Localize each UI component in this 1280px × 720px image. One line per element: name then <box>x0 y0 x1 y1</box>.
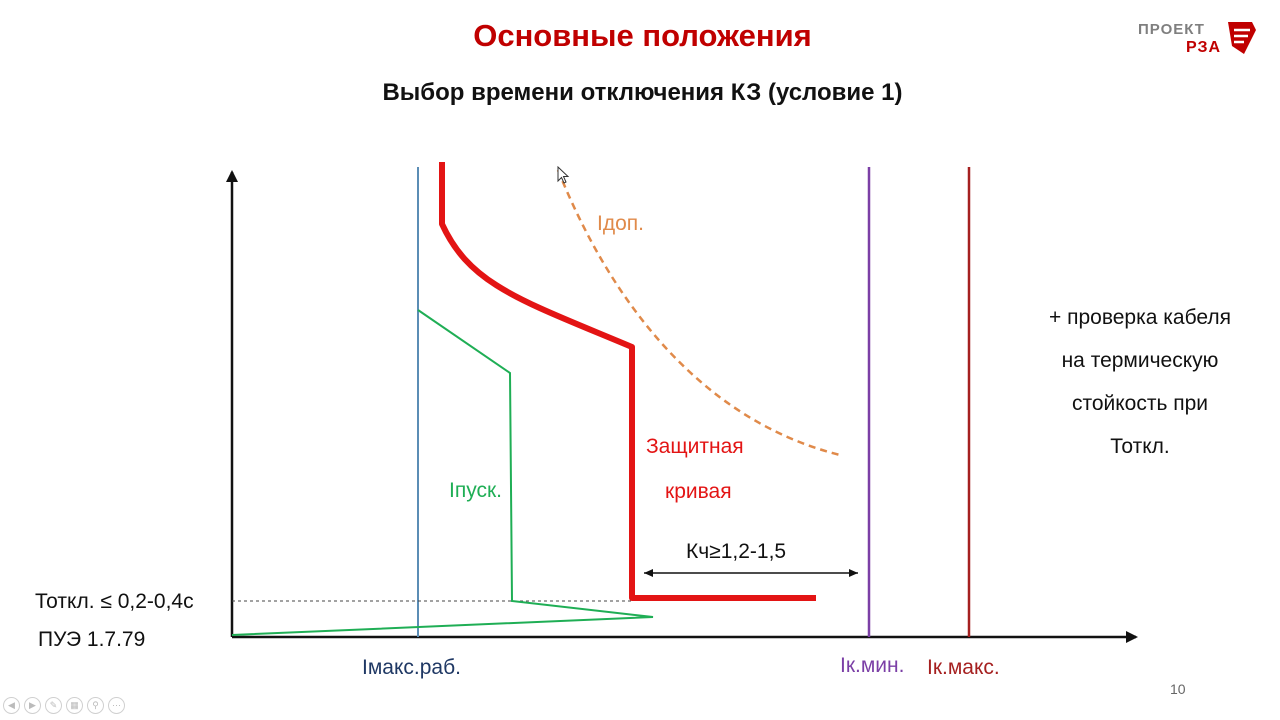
i-dop-curve <box>556 169 841 457</box>
note-line-4: Тоткл. <box>1110 435 1170 458</box>
zoom-icon[interactable]: ⚲ <box>87 697 104 714</box>
protective-curve <box>439 162 816 601</box>
i-dop-label: Iдоп. <box>597 212 644 235</box>
logo-line1: ПРОЕКТ <box>1138 21 1205 38</box>
next-icon[interactable]: ▶ <box>24 697 41 714</box>
i-pusk-curve <box>231 309 654 636</box>
i-maks-rab-label: Iмакс.раб. <box>362 656 461 679</box>
k-ch-label: Кч≥1,2-1,5 <box>686 540 787 563</box>
pue-label: ПУЭ 1.7.79 <box>38 628 146 651</box>
more-icon[interactable]: ⋯ <box>108 697 125 714</box>
note-line-3: стойкость при <box>1071 392 1209 415</box>
slides-icon[interactable]: ▦ <box>66 697 83 714</box>
i-k-min-label: Iк.мин. <box>840 654 905 677</box>
mouse-cursor-icon <box>557 166 570 184</box>
i-k-maks-label: Iк.макс. <box>927 656 1000 679</box>
slideshow-toolbar: ◀ ▶ ✎ ▦ ⚲ ⋯ <box>3 697 125 714</box>
protective-curve-label-line2: кривая <box>665 480 732 503</box>
logo-emblem-icon <box>1228 22 1256 54</box>
note-line-2: на термическую <box>1061 349 1219 372</box>
pen-icon[interactable]: ✎ <box>45 697 62 714</box>
logo: ПРОЕКТ РЗА <box>1134 18 1264 62</box>
slide-subtitle: Выбор времени отключения КЗ (условие 1) <box>382 79 903 106</box>
page-number: 10 <box>1170 681 1186 697</box>
slide-title: Основные положения <box>473 18 812 53</box>
t-otkl-label: Тоткл. ≤ 0,2-0,4с <box>35 590 194 613</box>
note-line-1: + проверка кабеля <box>1049 306 1231 329</box>
logo-line2: РЗА <box>1186 39 1222 56</box>
prev-icon[interactable]: ◀ <box>3 697 20 714</box>
protective-curve-label-line1: Защитная <box>646 435 744 458</box>
i-pusk-label: Iпуск. <box>449 479 502 502</box>
cable-check-note: + проверка кабеля на термическую стойкос… <box>1030 296 1250 468</box>
